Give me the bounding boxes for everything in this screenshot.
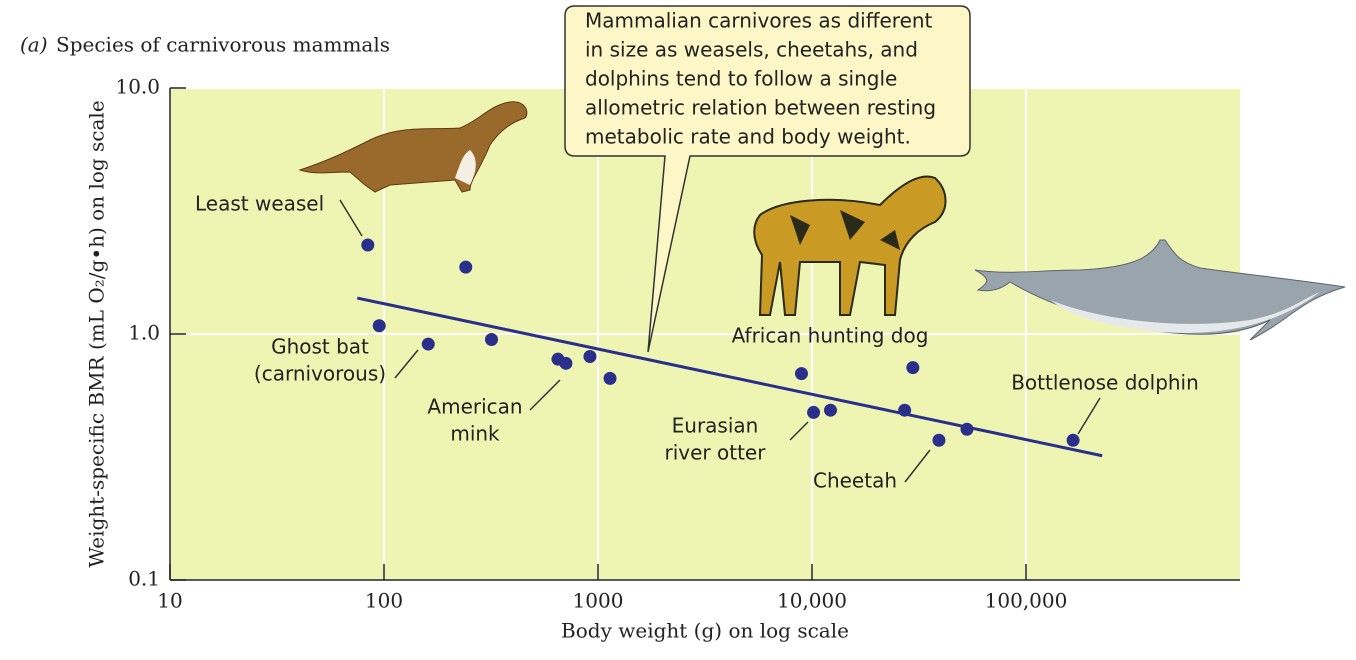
point [1067,434,1080,447]
y-tick-label: 1.0 [128,321,160,345]
point [898,404,911,417]
callout-text: Mammalian carnivores as different [585,9,933,33]
point-label: mink [450,422,500,446]
x-tick-label: 1000 [573,589,624,613]
x-axis-label: Body weight (g) on log scale [561,619,849,643]
point [559,357,572,370]
x-tick-label: 10 [157,589,182,613]
point-label: river otter [665,441,767,465]
callout-text: in size as weasels, cheetahs, and [585,38,918,62]
point-label: Least weasel [195,192,324,216]
point [604,372,617,385]
point [960,423,973,436]
point-label: Ghost bat [271,335,369,359]
x-tick-label: 100 [365,589,403,613]
point [485,333,498,346]
callout-text: metabolic rate and body weight. [585,125,911,149]
point-label: Eurasian [672,414,759,438]
callout-text: allometric relation between resting [585,96,936,120]
point [824,404,837,417]
point [906,361,919,374]
point [459,261,472,274]
point [422,338,435,351]
y-tick-label: 0.1 [128,567,160,591]
point [361,239,374,252]
point [373,319,386,332]
point-label: (carnivorous) [254,362,386,386]
y-tick-label: 10.0 [115,75,160,99]
y-axis-label: Weight-specific BMR (mL O₂/g•h) on log s… [85,100,109,567]
point [795,367,808,380]
x-tick-label: 100,000 [985,589,1068,613]
point-label: Bottlenose dolphin [1011,371,1199,395]
point-label: African hunting dog [732,324,929,348]
point [932,434,945,447]
point-label: Cheetah [813,469,897,493]
point [807,406,820,419]
panel-label: (a) [20,33,48,57]
chart: (a) Species of carnivorous mammals Body … [0,0,1356,656]
callout-text: dolphins tend to follow a single [585,67,897,91]
point-label: American [427,395,522,419]
chart-title: Species of carnivorous mammals [56,33,390,57]
x-tick-label: 10,000 [777,589,847,613]
point [583,350,596,363]
